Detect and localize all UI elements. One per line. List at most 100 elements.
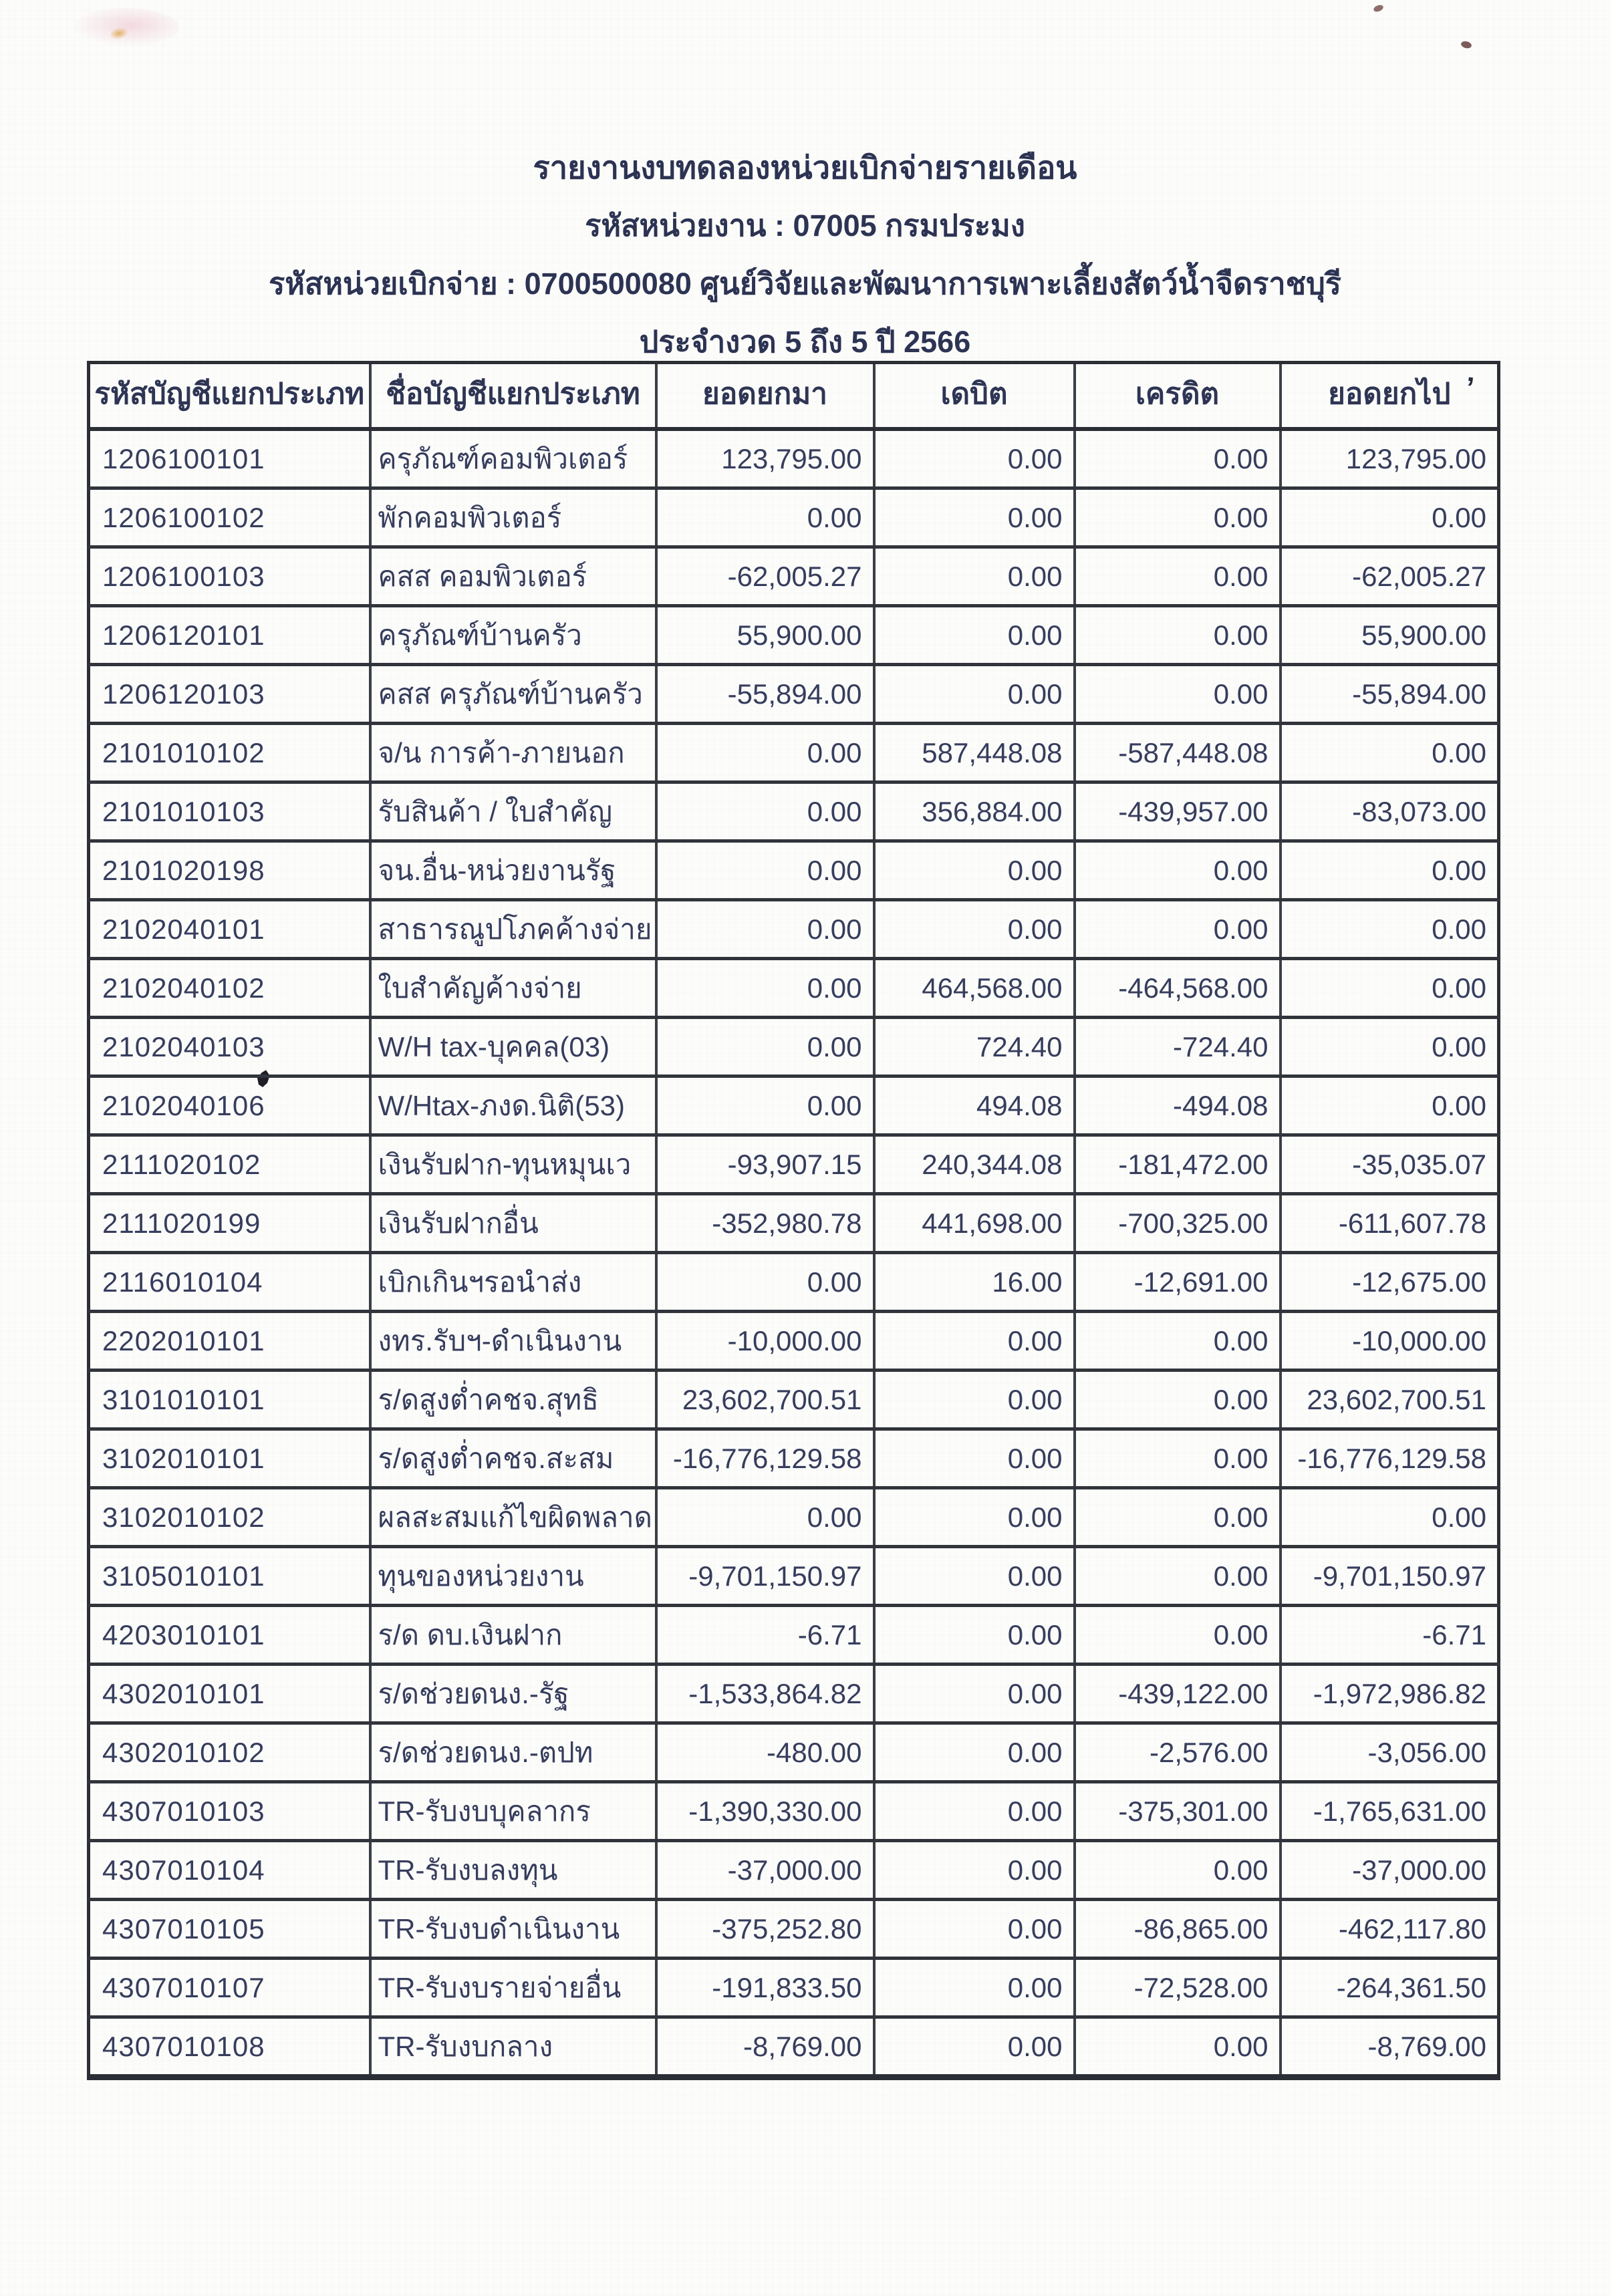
balance-bf-cell: -93,907.15 <box>654 1133 876 1195</box>
debit-cell: 0.00 <box>872 898 1076 960</box>
credit-cell: 0.00 <box>1073 663 1282 725</box>
balance-cf-cell: -10,000.00 <box>1279 1310 1500 1372</box>
account-code-cell: 2116010104 <box>87 1251 372 1313</box>
agency-code-line: รหัสหน่วยงาน : 07005 กรมประมง <box>585 208 1025 243</box>
balance-cf-cell: -9,701,150.97 <box>1279 1545 1500 1607</box>
table-row: 1206120103 คสส ครุภัณฑ์บ้านครัว -55,894.00… <box>87 663 1500 725</box>
col-header-debit: เดบิต <box>872 361 1076 430</box>
account-name-cell: คสส ครุภัณฑ์บ้านครัว <box>368 663 658 725</box>
balance-cf-cell: 55,900.00 <box>1279 604 1500 666</box>
credit-cell: -724.40 <box>1073 1016 1282 1078</box>
table-header: รหัสบัญชีแยกประเภท ชื่อบัญชีแยกประเภท ยอ… <box>87 361 1500 430</box>
debit-cell: 0.00 <box>872 1369 1076 1431</box>
account-name-cell: TR-รับงบกลาง <box>368 2015 658 2079</box>
account-code-cell: 4307010105 <box>87 1898 372 1960</box>
credit-cell: 0.00 <box>1073 1369 1282 1431</box>
account-code-cell: 3102010101 <box>87 1427 372 1489</box>
balance-bf-cell: -55,894.00 <box>654 663 876 725</box>
balance-cf-cell: -83,073.00 <box>1279 780 1500 843</box>
balance-cf-cell: 0.00 <box>1279 839 1500 901</box>
credit-cell: 0.00 <box>1073 1486 1282 1548</box>
report-title: รายงานงบทดลองหน่วยเบิกจ่ายรายเดือน <box>533 150 1077 185</box>
balance-cf-cell: -16,776,129.58 <box>1279 1427 1500 1489</box>
trial-balance-table: รหัสบัญชีแยกประเภท ชื่อบัญชีแยกประเภท ยอ… <box>87 361 1500 2080</box>
table-row: 1206100103 คสส คอมพิวเตอร์ -62,005.27 0.00 0… <box>87 545 1500 607</box>
scan-smudge <box>72 8 179 47</box>
col-header-balance-carried-forward: ยอดยกไป <box>1279 361 1500 430</box>
balance-bf-cell: -6.71 <box>654 1604 876 1666</box>
table-row: 4302010102 ร/ดช่วยดนง.-ตปท -480.00 0.00 -2,5… <box>87 1721 1500 1783</box>
balance-bf-cell: 0.00 <box>654 1074 876 1137</box>
credit-cell: 0.00 <box>1073 898 1282 960</box>
debit-cell: 0.00 <box>872 1310 1076 1372</box>
credit-cell: 0.00 <box>1073 486 1282 549</box>
balance-bf-cell: 0.00 <box>654 957 876 1019</box>
account-name-cell: ใบสำคัญค้างจ่าย <box>368 957 658 1019</box>
balance-bf-cell: -1,533,864.82 <box>654 1663 876 1725</box>
account-code-cell: 2111020199 <box>87 1192 372 1254</box>
credit-cell: 0.00 <box>1073 545 1282 607</box>
table-row: 2116010104 เบิกเกินฯรอนำส่ง 0.00 16.00 -12,6… <box>87 1251 1500 1313</box>
credit-cell: -375,301.00 <box>1073 1780 1282 1842</box>
balance-cf-cell: 0.00 <box>1279 1486 1500 1548</box>
account-code-cell: 2101010103 <box>87 780 372 843</box>
account-code-cell: 1206120103 <box>87 663 372 725</box>
account-code-cell: 1206100101 <box>87 428 372 490</box>
credit-cell: 0.00 <box>1073 1427 1282 1489</box>
debit-cell: 0.00 <box>872 486 1076 549</box>
balance-bf-cell: 0.00 <box>654 839 876 901</box>
balance-cf-cell: -1,972,986.82 <box>1279 1663 1500 1725</box>
credit-cell: 0.00 <box>1073 1310 1282 1372</box>
balance-cf-cell: 0.00 <box>1279 957 1500 1019</box>
account-name-cell: W/Htax-ภงด.นิติ(53) <box>368 1074 658 1137</box>
credit-cell: 0.00 <box>1073 428 1282 490</box>
debit-cell: 494.08 <box>872 1074 1076 1137</box>
debit-cell: 0.00 <box>872 1427 1076 1489</box>
disbursement-unit-line: รหัสหน่วยเบิกจ่าย : 0700500080 ศูนย์วิจั… <box>269 267 1341 301</box>
debit-cell: 16.00 <box>872 1251 1076 1313</box>
period-line: ประจำงวด 5 ถึง 5 ปี 2566 <box>639 325 971 359</box>
balance-bf-cell: -37,000.00 <box>654 1839 876 1901</box>
debit-cell: 0.00 <box>872 1898 1076 1960</box>
balance-cf-cell: -1,765,631.00 <box>1279 1780 1500 1842</box>
account-code-cell: 2101010102 <box>87 722 372 784</box>
balance-bf-cell: 123,795.00 <box>654 428 876 490</box>
account-name-cell: ร/ดช่วยดนง.-ตปท <box>368 1721 658 1783</box>
table-row: 2102040103 W/H tax-บุคคล(03) 0.00 724.40 -72… <box>87 1016 1500 1078</box>
credit-cell: 0.00 <box>1073 604 1282 666</box>
credit-cell: -86,865.00 <box>1073 1898 1282 1960</box>
balance-cf-cell: 123,795.00 <box>1279 428 1500 490</box>
account-code-cell: 2101020198 <box>87 839 372 901</box>
table-row: 1206100102 พักคอมพิวเตอร์ 0.00 0.00 0.00 0.00 <box>87 486 1500 549</box>
account-code-cell: 1206100103 <box>87 545 372 607</box>
credit-cell: -700,325.00 <box>1073 1192 1282 1254</box>
balance-bf-cell: 0.00 <box>654 898 876 960</box>
table-row: 2101010102 จ/น การค้า-ภายนอก 0.00 587,448.0… <box>87 722 1500 784</box>
account-name-cell: คสส คอมพิวเตอร์ <box>368 545 658 607</box>
account-code-cell: 2111020102 <box>87 1133 372 1195</box>
account-code-cell: 2102040106 <box>87 1074 372 1137</box>
table-row: 4307010107 TR-รับงบรายจ่ายอื่น -191,833.50… <box>87 1957 1500 2019</box>
balance-bf-cell: -62,005.27 <box>654 545 876 607</box>
credit-cell: -439,957.00 <box>1073 780 1282 843</box>
account-name-cell: รับสินค้า / ใบสำคัญ <box>368 780 658 843</box>
balance-bf-cell: -1,390,330.00 <box>654 1780 876 1842</box>
account-code-cell: 2102040103 <box>87 1016 372 1078</box>
credit-cell: -439,122.00 <box>1073 1663 1282 1725</box>
debit-cell: 0.00 <box>872 1839 1076 1901</box>
credit-cell: 0.00 <box>1073 1604 1282 1666</box>
credit-cell: -587,448.08 <box>1073 722 1282 784</box>
balance-bf-cell: 0.00 <box>654 722 876 784</box>
account-code-cell: 2102040102 <box>87 957 372 1019</box>
document-header: รายงานงบทดลองหน่วยเบิกจ่ายรายเดือน รหัสห… <box>0 148 1610 381</box>
account-name-cell: ผลสะสมแก้ไขผิดพลาด <box>368 1486 658 1548</box>
account-name-cell: เบิกเกินฯรอนำส่ง <box>368 1251 658 1313</box>
account-name-cell: W/H tax-บุคคล(03) <box>368 1016 658 1078</box>
table-header-row: รหัสบัญชีแยกประเภท ชื่อบัญชีแยกประเภท ยอ… <box>87 361 1500 430</box>
balance-cf-cell: -35,035.07 <box>1279 1133 1500 1195</box>
col-header-balance-brought-forward: ยอดยกมา <box>654 361 876 430</box>
account-code-cell: 3105010101 <box>87 1545 372 1607</box>
balance-cf-cell: -6.71 <box>1279 1604 1500 1666</box>
scan-speck <box>1460 40 1472 49</box>
